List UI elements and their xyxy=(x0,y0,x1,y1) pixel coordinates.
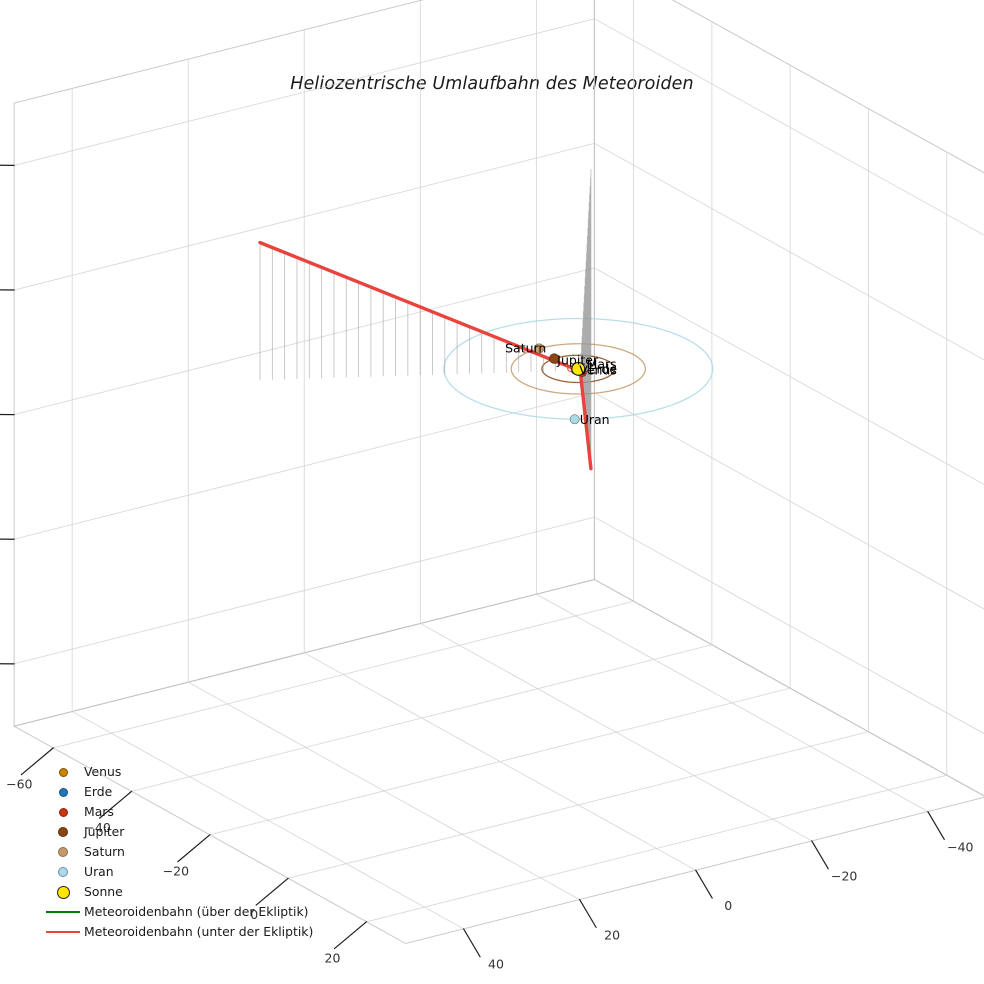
ytick-3-label: 20 xyxy=(604,927,620,942)
trajectory-outbound-leg xyxy=(578,369,593,471)
axis-gridlines xyxy=(13,0,984,930)
body-label-saturn: Saturn xyxy=(505,341,546,356)
legend-label: Meteoroidenbahn (unter der Ekliptik) xyxy=(84,924,314,939)
gridline-z-left xyxy=(13,392,595,540)
gridline-y-floor xyxy=(303,652,697,871)
ytick-2-mark xyxy=(695,869,713,899)
meteoroid-trajectory xyxy=(258,240,593,471)
body-label-mars: Mars xyxy=(587,357,617,372)
body-marker-jupiter xyxy=(548,353,560,364)
legend-label: Uran xyxy=(84,864,114,879)
gridline-z-back xyxy=(594,142,984,361)
xtick-2-label: −20 xyxy=(163,864,189,879)
xtick-3-mark xyxy=(255,877,289,906)
legend-item-meteoroidenbahn-8[interactable]: Meteoroidenbahn (unter der Ekliptik) xyxy=(42,922,313,942)
xtick-2-mark xyxy=(177,834,211,863)
legend-label: Sonne xyxy=(84,884,123,899)
body-label-erde: Erde xyxy=(589,362,618,377)
gridline-y-floor xyxy=(535,593,929,813)
legend-key-marker xyxy=(42,867,84,877)
gridline-z-left xyxy=(13,18,595,166)
legend-item-venus-0[interactable]: Venus xyxy=(42,762,313,782)
legend-marker-icon xyxy=(58,867,68,877)
legend-key-marker xyxy=(42,885,84,899)
xtick-1-label: −40 xyxy=(84,820,110,835)
pane-xy-floor xyxy=(12,578,984,945)
trajectory-stems-lower xyxy=(580,169,592,470)
legend-key-marker xyxy=(42,807,84,817)
legend-marker-icon xyxy=(56,885,70,899)
legend-label: Mars xyxy=(84,804,114,819)
gridline-z-back xyxy=(594,516,984,735)
legend-key-marker xyxy=(42,847,84,857)
pane-xz-back xyxy=(593,0,984,797)
legend-item-saturn-4[interactable]: Saturn xyxy=(42,842,313,862)
celestial-bodies xyxy=(533,343,587,425)
ytick-2-label: 0 xyxy=(724,898,732,913)
xtick-0-mark xyxy=(20,747,54,776)
gridline-z-left xyxy=(13,142,595,291)
ytick-3-mark xyxy=(579,898,597,928)
legend-key-line xyxy=(42,911,84,913)
legend-item-erde-1[interactable]: Erde xyxy=(42,782,313,802)
legend-item-sonne-6[interactable]: Sonne xyxy=(42,882,313,902)
legend-label: Erde xyxy=(84,784,113,799)
legend-marker-icon xyxy=(58,807,68,817)
xtick-0-label: −60 xyxy=(6,777,32,792)
gridline-z-back xyxy=(594,267,984,485)
legend-line-icon xyxy=(46,911,80,913)
page-title: Heliozentrische Umlaufbahn des Meteoroid… xyxy=(290,74,694,94)
legend-marker-icon xyxy=(58,767,68,777)
ytick-4-mark xyxy=(462,928,481,958)
legend-item-uran-5[interactable]: Uran xyxy=(42,862,313,882)
xtick-3-label: 0 xyxy=(250,907,258,922)
orbit-path-uran xyxy=(443,317,714,420)
gridline-y-floor xyxy=(187,681,581,901)
gridline-z-back xyxy=(594,392,984,610)
legend-line-icon xyxy=(46,931,80,933)
ytick-1-label: −20 xyxy=(831,869,857,884)
xtick-1-mark xyxy=(99,790,133,819)
body-label-jupiter: Jupiter xyxy=(556,353,599,368)
legend-item-meteoroidenbahn-7[interactable]: Meteoroidenbahn (über der Ekliptik) xyxy=(42,902,313,922)
gridline-z-left xyxy=(13,516,595,665)
legend-marker-icon xyxy=(58,787,68,797)
trajectory-inbound-leg xyxy=(258,240,582,373)
legend-marker-icon xyxy=(58,827,68,837)
axis-panes xyxy=(12,0,984,945)
legend-label: Jupiter xyxy=(84,824,125,839)
ytick-4-label: 40 xyxy=(488,957,504,972)
body-marker-uran xyxy=(569,414,580,425)
gridline-y-floor xyxy=(71,711,465,930)
xtick-4-label: 20 xyxy=(325,951,341,966)
gridline-z-left xyxy=(13,267,595,416)
body-label-venus: Venus xyxy=(579,362,617,377)
legend-key-marker xyxy=(42,787,84,797)
gridline-y-floor xyxy=(419,623,813,842)
legend-key-marker xyxy=(42,827,84,837)
legend-marker-icon xyxy=(58,847,68,857)
legend-label: Venus xyxy=(84,764,122,779)
body-marker-saturn xyxy=(533,343,545,354)
ytick-0-mark xyxy=(927,810,945,841)
gridline-z-back xyxy=(594,18,984,236)
chart-legend: Venus Erde Mars Jupiter Saturn Uran Sonne Meteo… xyxy=(42,762,313,942)
ytick-0-label: −40 xyxy=(947,839,973,854)
legend-key-line xyxy=(42,931,84,933)
legend-label: Saturn xyxy=(84,844,125,859)
xtick-4-mark xyxy=(333,921,368,950)
ytick-1-mark xyxy=(811,840,829,870)
legend-item-mars-2[interactable]: Mars xyxy=(42,802,313,822)
body-label-uran: Uran xyxy=(580,412,610,427)
body-marker-sonne xyxy=(571,361,586,376)
legend-label: Meteoroidenbahn (über der Ekliptik) xyxy=(84,904,309,919)
legend-item-jupiter-3[interactable]: Jupiter xyxy=(42,822,313,842)
legend-key-marker xyxy=(42,767,84,777)
trajectory-stems-upper xyxy=(259,242,557,381)
